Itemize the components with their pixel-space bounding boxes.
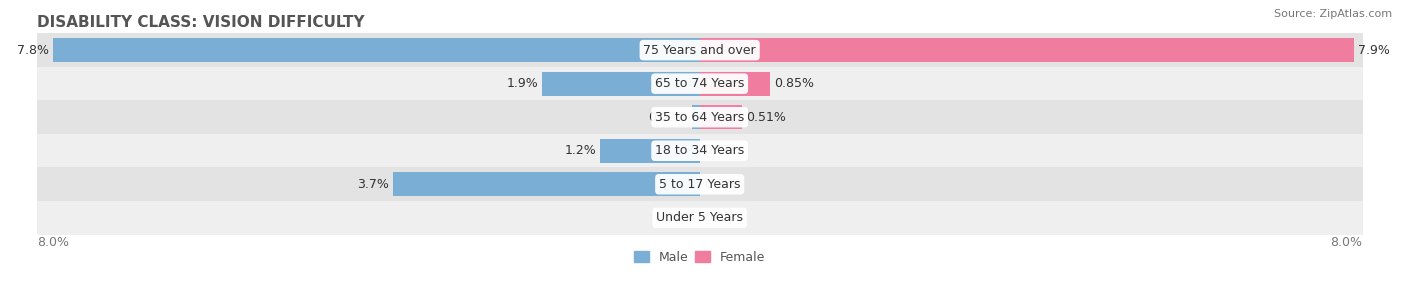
Legend: Male, Female: Male, Female [628,246,770,269]
Bar [700,38,1354,62]
Bar [37,168,1362,201]
Bar [700,105,742,129]
Text: 5 to 17 Years: 5 to 17 Years [659,178,741,191]
Text: 7.8%: 7.8% [17,43,49,57]
Text: 8.0%: 8.0% [1330,236,1362,249]
Bar [53,38,700,62]
Text: 0.0%: 0.0% [704,178,735,191]
Text: Under 5 Years: Under 5 Years [657,211,744,224]
Text: 0.85%: 0.85% [775,77,814,90]
Text: 0.09%: 0.09% [648,111,688,124]
Bar [37,67,1362,100]
Text: 3.7%: 3.7% [357,178,389,191]
Text: 8.0%: 8.0% [37,236,69,249]
Text: 1.9%: 1.9% [506,77,538,90]
Text: 0.51%: 0.51% [747,111,786,124]
Bar [543,71,700,96]
Text: 0.0%: 0.0% [664,211,696,224]
Text: 18 to 34 Years: 18 to 34 Years [655,144,744,157]
Bar [37,134,1362,168]
Text: 35 to 64 Years: 35 to 64 Years [655,111,744,124]
Text: 0.0%: 0.0% [704,211,735,224]
Text: 1.2%: 1.2% [564,144,596,157]
Bar [37,33,1362,67]
Bar [37,100,1362,134]
Text: 75 Years and over: 75 Years and over [644,43,756,57]
Text: 0.0%: 0.0% [704,144,735,157]
Text: DISABILITY CLASS: VISION DIFFICULTY: DISABILITY CLASS: VISION DIFFICULTY [37,15,364,30]
Bar [692,105,700,129]
Text: Source: ZipAtlas.com: Source: ZipAtlas.com [1274,9,1392,19]
Text: 65 to 74 Years: 65 to 74 Years [655,77,744,90]
Bar [394,172,700,196]
Bar [600,139,700,163]
Bar [700,71,770,96]
Text: 7.9%: 7.9% [1358,43,1391,57]
Bar [37,201,1362,235]
